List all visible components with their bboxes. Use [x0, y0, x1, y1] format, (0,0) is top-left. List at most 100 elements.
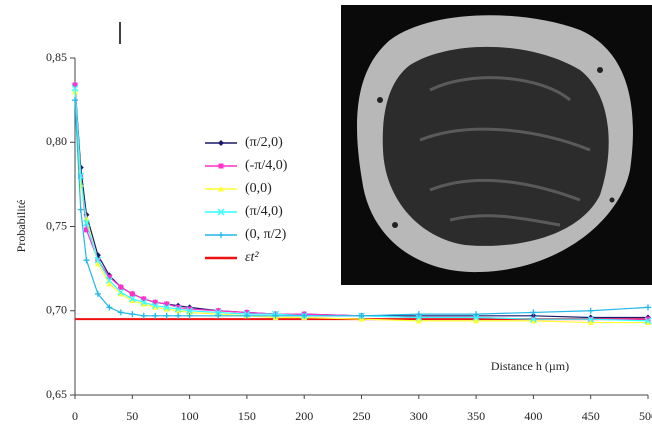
marker: [129, 291, 135, 297]
marker: [140, 312, 147, 319]
marker: [529, 315, 537, 323]
legend: (π/2,0) (-π/4,0) (0,0) (π/4,0) (0, π/2) εt²: [205, 135, 288, 265]
marker: [141, 296, 147, 302]
legend-marker: [218, 163, 224, 169]
x-tick-label: 100: [181, 409, 199, 423]
marker: [117, 309, 124, 316]
y-tick-label: 0,75: [46, 218, 67, 232]
marker: [106, 280, 113, 287]
x-tick-label: 450: [582, 409, 600, 423]
marker: [83, 257, 90, 264]
legend-marker: [218, 186, 224, 192]
series-line: [74, 88, 649, 322]
marker: [358, 312, 365, 319]
marker: [105, 276, 113, 284]
marker: [163, 303, 171, 311]
marker: [83, 219, 90, 227]
marker: [215, 308, 221, 314]
x-tick-label: 150: [238, 409, 256, 423]
legend-label: εt²: [245, 250, 259, 265]
marker: [175, 304, 181, 310]
marker: [118, 284, 124, 290]
marker: [174, 305, 182, 313]
y-tick-label: 0,80: [46, 134, 67, 148]
marker: [94, 290, 101, 297]
marker: [129, 311, 136, 318]
marker: [83, 227, 89, 233]
marker: [301, 312, 308, 319]
x-tick-label: 400: [524, 409, 542, 423]
marker: [175, 312, 182, 319]
legend-label: (0, π/2): [245, 227, 287, 242]
marker: [106, 274, 112, 280]
marker: [415, 314, 423, 321]
marker: [94, 260, 101, 267]
marker: [71, 84, 79, 92]
series-line: [74, 84, 648, 319]
marker: [128, 295, 136, 303]
legend-label: (π/2,0): [245, 135, 283, 150]
marker: [415, 311, 422, 318]
marker: [106, 304, 113, 311]
marker: [244, 309, 250, 315]
inset-image: [341, 5, 652, 285]
marker: [530, 317, 537, 324]
marker: [645, 304, 651, 311]
marker: [215, 312, 222, 319]
marker: [186, 309, 193, 315]
marker: [186, 307, 194, 315]
x-tick-label: 200: [295, 409, 313, 423]
marker: [587, 319, 594, 326]
plot-area: 0,65 0,70 0,75 0,80 0,85 0 50 100 150 200 250 300 35…: [46, 50, 652, 423]
legend-marker: [217, 208, 225, 216]
marker: [186, 312, 193, 319]
legend-marker: [218, 140, 224, 146]
marker: [163, 306, 170, 312]
marker: [152, 304, 159, 310]
x-tick-label: 300: [410, 409, 428, 423]
marker: [587, 307, 594, 314]
marker: [214, 308, 222, 316]
marker: [587, 315, 595, 323]
marker: [272, 312, 279, 319]
marker: [163, 312, 170, 319]
y-tick-label: 0,65: [46, 387, 67, 401]
x-tick-label: 0: [72, 409, 78, 423]
marker: [473, 317, 480, 324]
legend-marker: [218, 232, 224, 238]
y-axis-label: Probabilité: [14, 200, 28, 253]
marker: [152, 299, 158, 305]
marker: [645, 319, 651, 326]
legend-label: (0,0): [245, 181, 272, 196]
y-tick-label: 0,85: [46, 50, 67, 64]
marker: [117, 290, 124, 297]
marker: [358, 316, 365, 322]
marker: [530, 309, 537, 316]
marker: [72, 97, 78, 104]
marker: [140, 298, 148, 306]
marker: [187, 306, 193, 312]
marker: [140, 301, 147, 307]
x-tick-label: 50: [126, 409, 138, 423]
marker: [117, 288, 125, 296]
marker: [94, 256, 102, 264]
x-tick-label: 350: [467, 409, 485, 423]
legend-label: (π/4,0): [245, 204, 283, 219]
marker: [83, 215, 90, 221]
x-axis-label: Distance h (µm): [491, 359, 569, 373]
marker: [72, 82, 78, 88]
marker: [164, 301, 170, 307]
marker: [175, 307, 182, 314]
marker: [473, 311, 480, 318]
y-tick-label: 0,70: [46, 303, 67, 317]
marker: [644, 317, 652, 325]
series-line: [74, 91, 648, 324]
x-tick-label: 250: [353, 409, 371, 423]
x-tick-label: 500: [639, 409, 652, 423]
series-line: [74, 100, 649, 317]
marker: [77, 206, 84, 213]
marker: [415, 317, 422, 324]
marker: [472, 314, 480, 321]
marker: [151, 302, 159, 310]
